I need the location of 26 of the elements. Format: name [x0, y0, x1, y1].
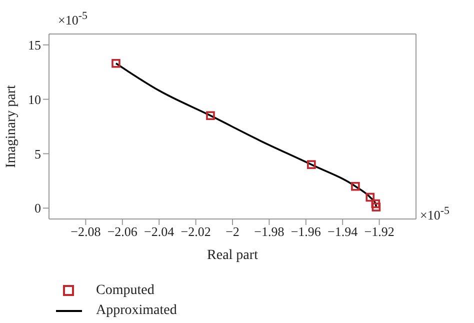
- point: [372, 202, 381, 212]
- point: [366, 192, 375, 202]
- y-axis-title: Imaginary part: [4, 84, 19, 168]
- x-tick-label: −2.04: [144, 224, 175, 240]
- legend-label: Approximated: [96, 303, 177, 319]
- x-tick-label: −2.02: [180, 224, 211, 240]
- point: [307, 160, 316, 169]
- y-tick-label: 10: [28, 92, 41, 107]
- text: ×10$^{-5}$: [420, 205, 450, 224]
- text: ×10$^{-5}$: [58, 10, 88, 28]
- x-tick-label: −1.96: [290, 224, 322, 240]
- x-axis-title: Real part: [207, 248, 258, 263]
- x-tick-label: −1.94: [328, 224, 358, 240]
- y-tick-label: 15: [28, 37, 41, 52]
- point: [112, 58, 120, 68]
- y-tick-label: 5: [34, 146, 41, 162]
- x-tick-label: −2: [226, 224, 240, 240]
- y-tick-label: 0: [34, 200, 41, 216]
- legend-label: Computed: [96, 283, 154, 299]
- x-tick-label: −2.08: [70, 224, 101, 240]
- x-tick-label: −1.92: [364, 224, 394, 240]
- point: [351, 182, 360, 191]
- point: [371, 199, 380, 208]
- x-tick-label: −1.98: [254, 224, 284, 240]
- point: [206, 111, 215, 120]
- x-tick-label: −2.06: [107, 224, 138, 240]
